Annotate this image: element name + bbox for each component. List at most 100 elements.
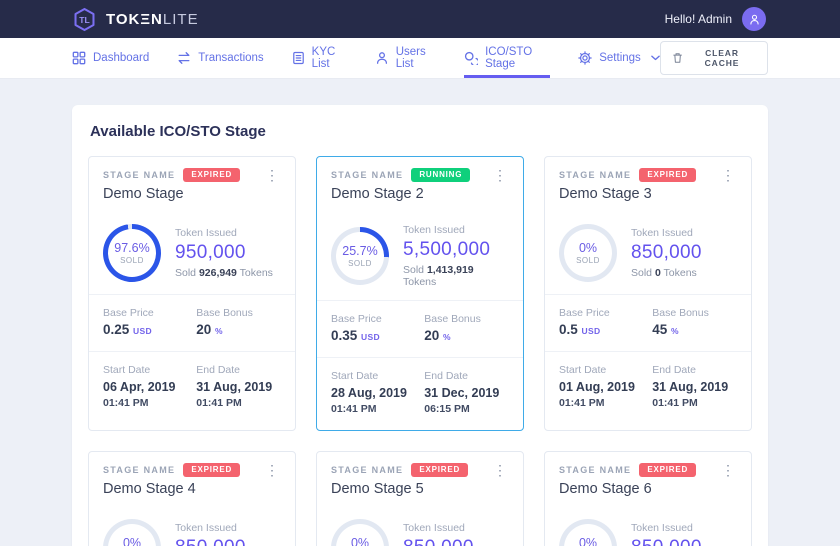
end-date-value: 31 Aug, 2019 [652,380,729,394]
sold-suffix: Tokens [663,267,697,279]
kebab-menu-icon[interactable]: ⋮ [493,167,507,183]
stage-card: STAGE NAME EXPIRED ⋮ Demo Stage 97.6% SO… [88,156,296,431]
kebab-menu-icon[interactable]: ⋮ [493,462,507,478]
person-icon [749,14,759,25]
sold-suffix: Tokens [403,276,437,288]
sold-caption: SOLD [576,256,600,265]
token-issued-label: Token Issued [403,522,465,534]
base-price-unit: USD [581,326,601,336]
donut-chart: 97.6% SOLD [103,224,161,282]
token-issued-value: 5,500,000 [403,239,491,260]
status-badge: EXPIRED [411,463,469,477]
avatar[interactable] [742,7,766,31]
nav-label: Transactions [198,52,264,64]
percent-sold-value: 97.6% [114,241,150,255]
nav-item-transactions[interactable]: Transactions [177,38,264,78]
page-title: Available ICO/STO Stage [90,123,266,140]
nav-item-dashboard[interactable]: Dashboard [72,38,149,78]
stage-card: STAGE NAME EXPIRED ⋮ Demo Stage 4 0% SOL… [88,451,296,546]
end-date-label: End Date [424,370,469,382]
stage-name-label: STAGE NAME [103,169,176,180]
brand-logo[interactable]: TL TOKΞNLITE [72,7,199,32]
token-sold-section: 0% SOLD Token Issued 850,000 Sold 0 Toke… [545,212,751,294]
status-badge: EXPIRED [183,463,241,477]
kebab-menu-icon[interactable]: ⋮ [265,167,279,183]
token-sold-section: 0% SOLD Token Issued 850,000 Sold 0 Toke… [317,507,523,546]
donut-chart: 25.7% SOLD [331,227,389,285]
base-bonus-col: Base Bonus 20 % [196,307,281,339]
card-header: STAGE NAME EXPIRED ⋮ Demo Stage [89,157,295,212]
sold-suffix: Tokens [239,267,273,279]
status-badge: EXPIRED [639,168,697,182]
stage-card: STAGE NAME EXPIRED ⋮ Demo Stage 5 0% SOL… [316,451,524,546]
dates-section: Start Date 06 Apr, 2019 01:41 PM End Dat… [89,351,295,424]
start-date-label: Start Date [103,364,151,376]
token-issued-value: 850,000 [631,242,702,263]
nav-label: Dashboard [93,52,150,64]
token-sold-section: 97.6% SOLD Token Issued 950,000 Sold 926… [89,212,295,294]
base-price-unit: USD [361,332,380,342]
stage-name-label: STAGE NAME [559,169,632,180]
base-price-col: Base Price 0.35 USD [331,313,424,345]
card-header: STAGE NAME EXPIRED ⋮ Demo Stage 6 [545,452,751,507]
end-date-col: End Date 31 Dec, 2019 06:15 PM [424,370,509,416]
base-bonus-unit: % [215,326,223,336]
kebab-menu-icon[interactable]: ⋮ [721,462,735,478]
nav-item-users-list[interactable]: Users List [375,38,436,78]
kebab-menu-icon[interactable]: ⋮ [265,462,279,478]
sold-caption: SOLD [120,256,144,265]
base-price-label: Base Price [559,307,610,319]
end-time-value: 01:41 PM [196,397,242,409]
percent-sold-value: 0% [578,241,598,255]
svg-text:TL: TL [79,15,89,25]
stage-name: Demo Stage 6 [559,481,652,497]
end-date-label: End Date [196,364,241,376]
price-bonus-section: Base Price 0.35 USD Base Bonus 20 % [317,300,523,357]
token-issued-value: 850,000 [175,537,246,546]
nav-item-settings[interactable]: Settings [578,38,660,78]
token-issued-label: Token Issued [403,224,465,236]
clear-cache-button[interactable]: CLEAR CACHE [659,41,768,75]
top-header: TL TOKΞNLITE Hello! Admin [0,0,840,38]
token-issued-label: Token Issued [631,522,693,534]
base-bonus-unit: % [443,332,451,342]
card-header: STAGE NAME EXPIRED ⋮ Demo Stage 4 [89,452,295,507]
card-header: STAGE NAME RUNNING ⋮ Demo Stage 2 [317,157,523,212]
greeting-text: Hello! Admin [664,12,732,26]
base-bonus-label: Base Bonus [652,307,709,319]
base-price-value: 0.35 [331,328,358,343]
start-date-col: Start Date 06 Apr, 2019 01:41 PM [103,364,196,410]
stage-name-label: STAGE NAME [559,464,632,475]
kebab-menu-icon[interactable]: ⋮ [721,167,735,183]
percent-sold-value: 0% [578,536,598,546]
status-badge: EXPIRED [639,463,697,477]
token-issued-value: 850,000 [631,537,702,546]
stage-name-label: STAGE NAME [103,464,176,475]
sold-prefix: Sold [175,267,197,279]
base-price-label: Base Price [331,313,382,325]
nav-item-ico-sto-stage[interactable]: ICO/STO Stage [464,38,551,78]
stage-card: STAGE NAME EXPIRED ⋮ Demo Stage 3 0% SOL… [544,156,752,431]
sold-amount: 1,413,919 [426,264,474,276]
base-bonus-col: Base Bonus 20 % [424,313,509,345]
nav-item-kyc-list[interactable]: KYC List [292,38,347,78]
stage-name-label: STAGE NAME [331,169,404,180]
start-date-value: 01 Aug, 2019 [559,380,635,394]
stage-name: Demo Stage [103,186,184,202]
base-bonus-label: Base Bonus [424,313,481,325]
trash-icon [673,53,682,63]
token-issued-label: Token Issued [631,227,693,239]
start-time-value: 01:41 PM [331,403,377,415]
nav-label: KYC List [311,46,336,70]
base-price-col: Base Price 0.25 USD [103,307,196,339]
list-document-icon [292,51,304,65]
nav-label: Settings [599,52,641,64]
dates-section: Start Date 01 Aug, 2019 01:41 PM End Dat… [545,351,751,424]
token-issued-label: Token Issued [175,227,237,239]
tokenlite-cube-icon: TL [72,7,97,32]
end-time-value: 01:41 PM [652,397,698,409]
start-date-label: Start Date [559,364,607,376]
sold-tokens-line: Sold 1,413,919 Tokens [403,264,509,288]
clear-cache-label: CLEAR CACHE [704,48,740,68]
end-date-col: End Date 31 Aug, 2019 01:41 PM [196,364,281,410]
